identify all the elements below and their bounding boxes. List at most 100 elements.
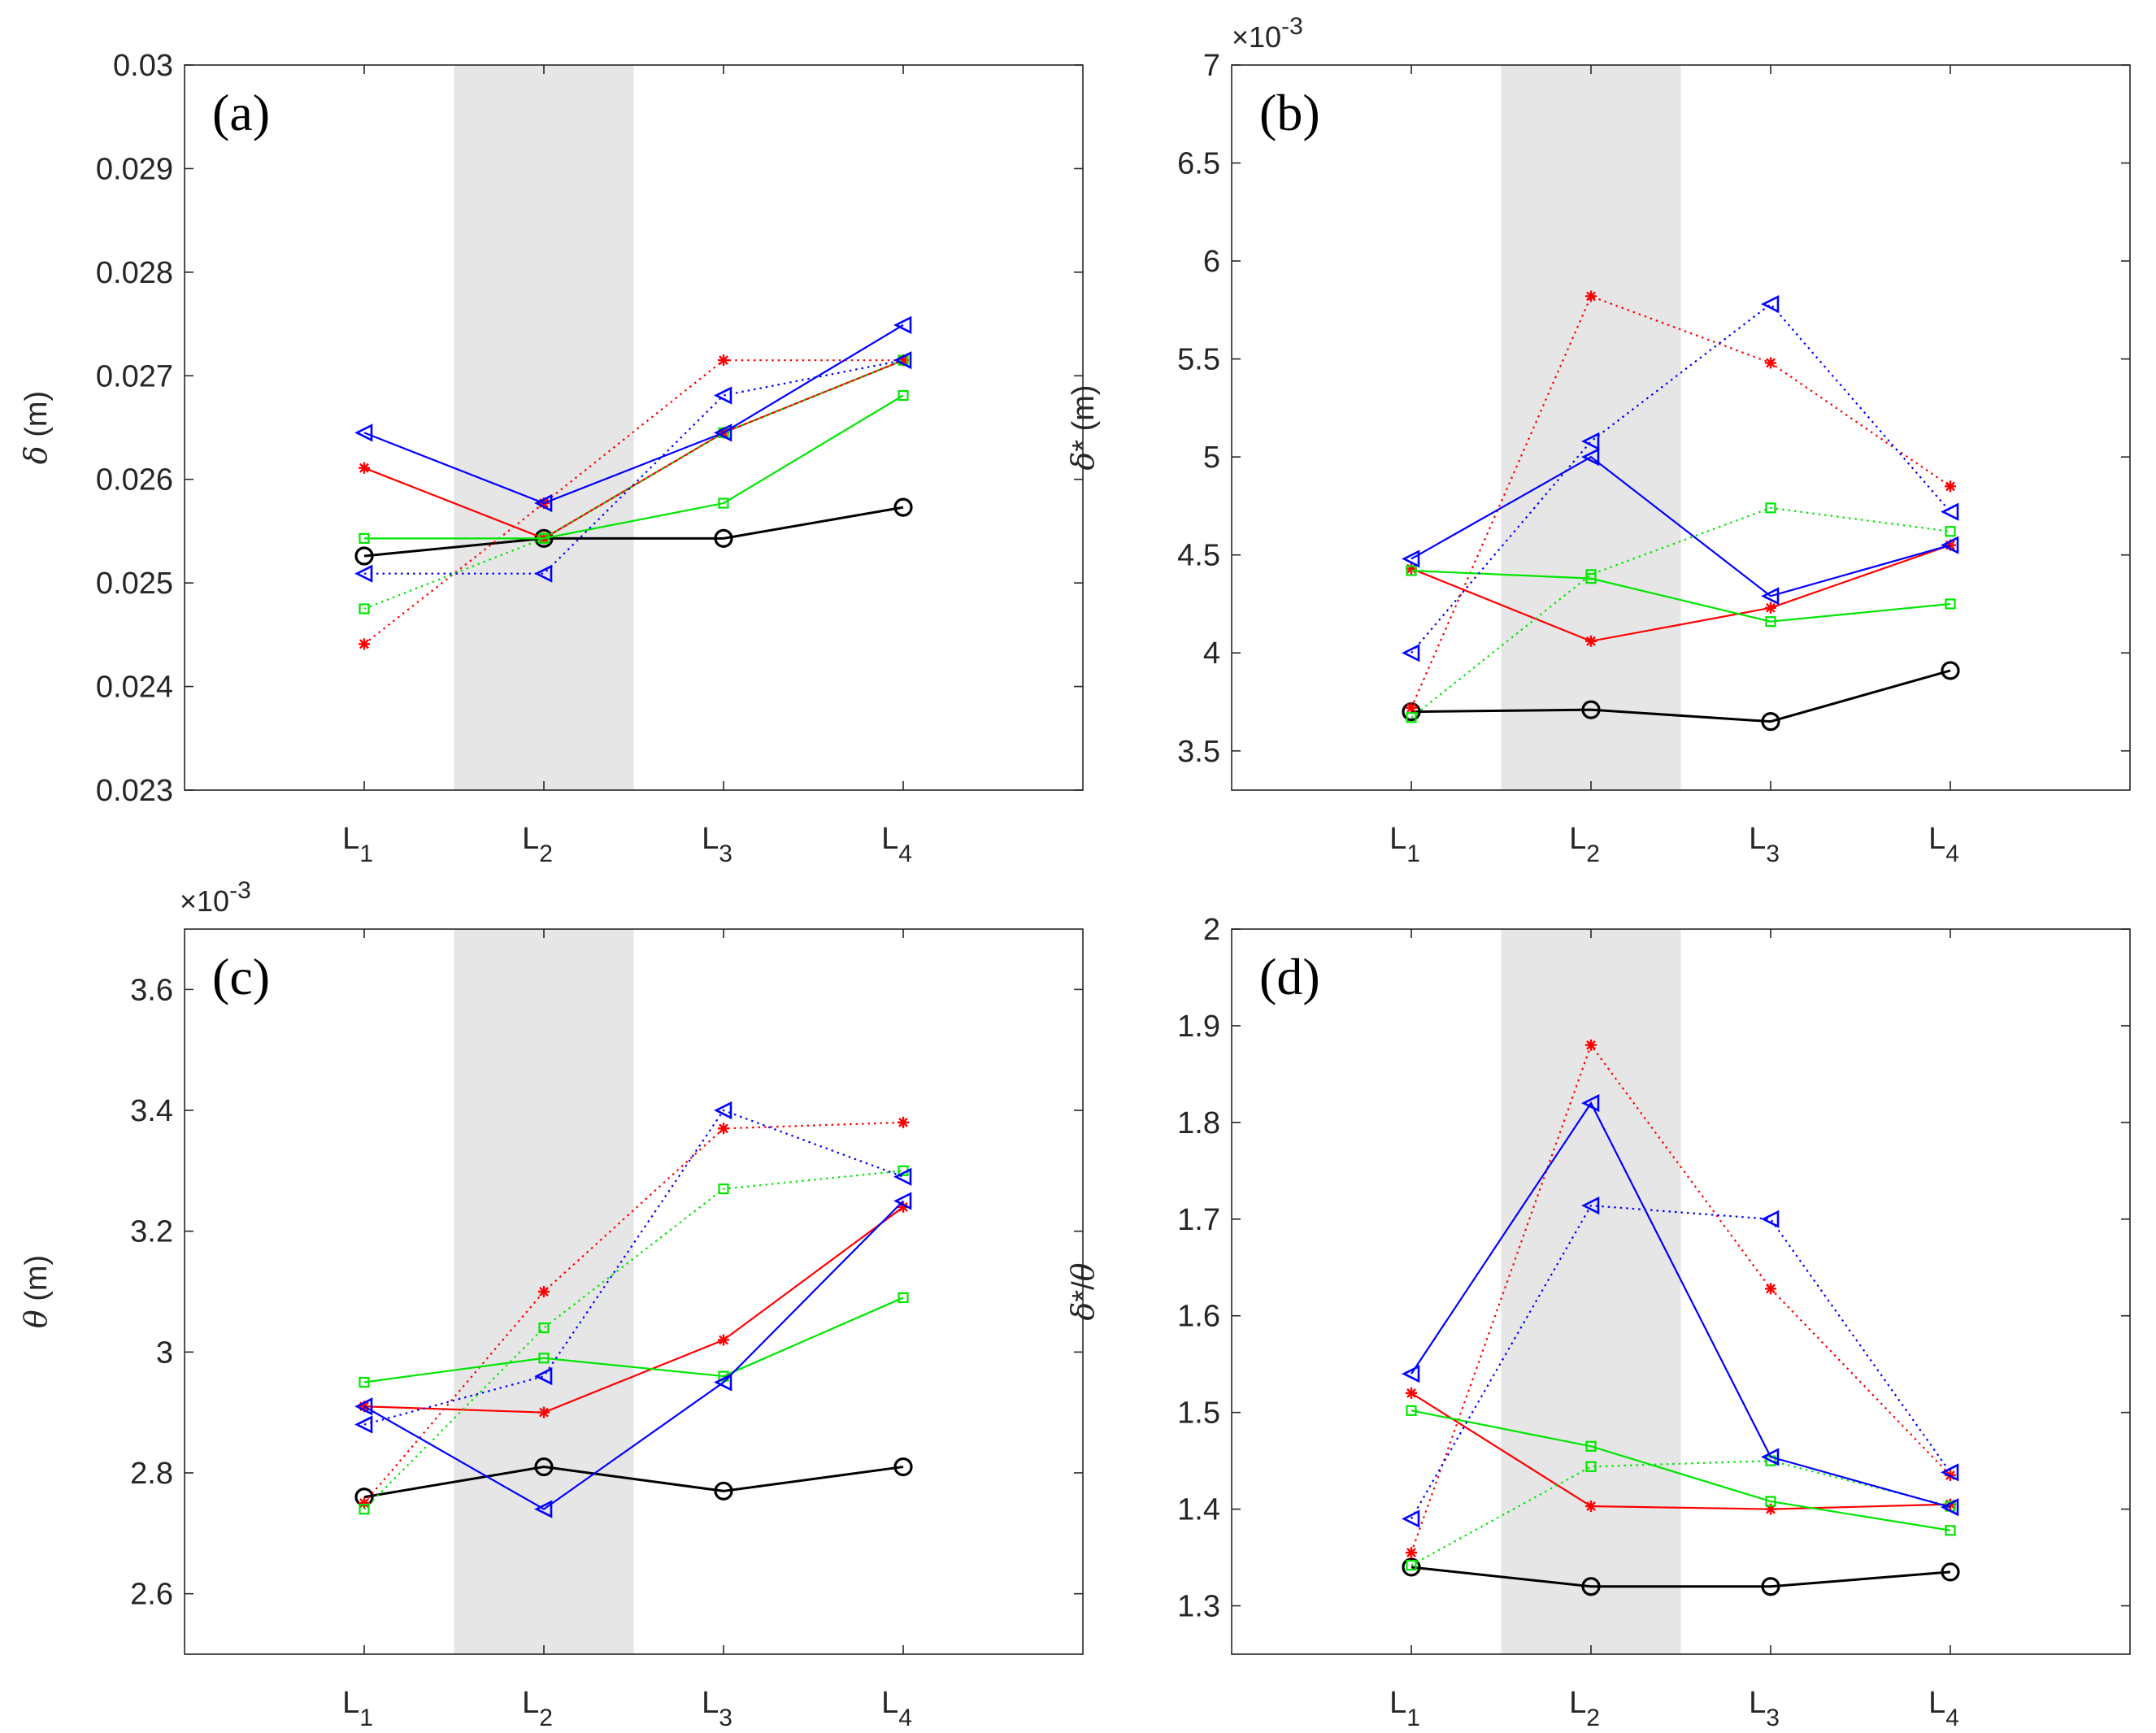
x-tick-label: L4 <box>1928 1686 1959 1731</box>
y-tick-label: 2 <box>1203 913 1220 947</box>
point-red-dotted-star <box>1585 290 1597 302</box>
series-line-blue-solid-triangle <box>363 324 904 505</box>
shaded-region <box>1501 929 1681 1654</box>
point-blue-dotted-triangle <box>354 564 373 583</box>
point-green-dotted-square <box>718 1184 729 1195</box>
point-green-solid-square <box>718 497 729 509</box>
point-green-solid-square <box>1585 1440 1597 1452</box>
y-tick-label: 5.5 <box>1177 343 1220 377</box>
y-tick-label: 0.024 <box>96 671 173 705</box>
point-blue-solid-triangle <box>1941 1498 1959 1517</box>
point-blue-dotted-triangle <box>1402 1509 1420 1528</box>
x-tick-label: L3 <box>702 1686 732 1731</box>
point-red-solid-star <box>1585 1501 1597 1513</box>
point-blue-solid-triangle <box>1941 536 1959 554</box>
series-line-blue-solid-triangle <box>1411 1101 1951 1509</box>
point-red-dotted-star <box>1585 1039 1597 1051</box>
exponent-label: ×10-3 <box>1232 13 1303 54</box>
point-blue-dotted-triangle <box>1402 644 1420 662</box>
point-blue-solid-triangle <box>354 1397 373 1416</box>
y-tick-label: 1.6 <box>1177 1300 1220 1334</box>
point-red-dotted-star <box>538 1286 550 1297</box>
point-black-solid-circle <box>534 1457 554 1477</box>
point-blue-dotted-triangle <box>893 1167 912 1186</box>
point-black-solid-circle <box>1761 712 1780 732</box>
series-line-red-solid-star <box>1411 1392 1951 1510</box>
series-line-green-solid-square <box>1411 1409 1951 1531</box>
point-red-solid-star <box>359 462 370 474</box>
series-line-black-solid-circle <box>1411 1566 1951 1588</box>
series-line-red-dotted-star <box>363 359 903 645</box>
point-blue-solid-triangle <box>1581 448 1600 467</box>
point-blue-dotted-triangle <box>534 564 553 583</box>
point-green-dotted-square <box>538 532 550 544</box>
axes-box <box>1231 928 2131 1655</box>
point-red-dotted-star <box>359 1497 370 1509</box>
y-tick-label: 2.8 <box>130 1457 173 1491</box>
series-line-black-solid-circle <box>363 1466 904 1499</box>
y-tick-label: 0.026 <box>96 463 173 497</box>
series-line-black-solid-circle <box>1411 669 1951 723</box>
y-tick-label: 1.4 <box>1177 1493 1220 1527</box>
point-blue-dotted-triangle <box>893 351 912 370</box>
point-red-dotted-star <box>898 354 909 367</box>
x-tick-label: L4 <box>881 1686 912 1731</box>
x-tick-label: L1 <box>342 1686 373 1731</box>
point-blue-solid-triangle <box>1761 587 1780 606</box>
point-blue-solid-triangle <box>1761 1448 1780 1466</box>
x-tick-label: L2 <box>522 1686 553 1731</box>
point-green-solid-square <box>359 1376 370 1388</box>
panel-label: (d) <box>1259 948 1320 1005</box>
point-green-solid-square <box>1945 1525 1956 1536</box>
point-black-solid-circle <box>714 528 733 548</box>
point-blue-dotted-triangle <box>1581 432 1600 450</box>
point-green-solid-square <box>1765 1496 1776 1507</box>
series-line-blue-dotted-triangle <box>1411 1205 1951 1520</box>
y-axis-label: δ* (m) <box>1065 384 1101 470</box>
y-tick-label: 7 <box>1203 49 1220 83</box>
y-tick-label: 1.7 <box>1177 1203 1220 1237</box>
point-blue-solid-triangle <box>893 315 912 334</box>
point-green-solid-square <box>1765 616 1776 628</box>
point-green-dotted-square <box>1765 502 1776 514</box>
point-red-solid-star <box>1765 1503 1776 1515</box>
shaded-region <box>1501 65 1681 790</box>
axes-box <box>184 64 1084 791</box>
point-red-dotted-star <box>1406 701 1417 714</box>
point-blue-dotted-triangle <box>1761 295 1780 314</box>
y-axis-label: θ (m) <box>18 1255 54 1328</box>
y-tick-label: 0.028 <box>96 256 173 290</box>
x-tick-label: L2 <box>1569 1686 1600 1731</box>
series-line-green-solid-square <box>364 394 904 540</box>
y-axis-label: δ*/θ <box>1065 1262 1101 1320</box>
x-tick-label: L3 <box>1749 1686 1780 1731</box>
point-red-solid-star <box>1406 1387 1417 1399</box>
series-line-red-solid-star <box>363 1206 904 1414</box>
y-tick-label: 0.029 <box>96 152 173 186</box>
x-tick-label: L4 <box>1928 822 1959 867</box>
point-black-solid-circle <box>714 1481 733 1501</box>
point-black-solid-circle <box>1941 1562 1960 1582</box>
y-tick-label: 3.5 <box>1177 735 1220 769</box>
y-tick-label: 3 <box>156 1336 173 1370</box>
point-green-dotted-square <box>1406 712 1417 723</box>
point-black-solid-circle <box>893 1457 913 1477</box>
point-red-dotted-star <box>718 354 729 367</box>
x-tick-label: L4 <box>881 822 912 867</box>
x-tick-label: L1 <box>342 822 373 867</box>
point-blue-solid-triangle <box>714 423 732 442</box>
point-blue-dotted-triangle <box>1941 1463 1959 1482</box>
point-green-solid-square <box>898 389 909 402</box>
axes-box <box>184 928 1084 1655</box>
panel-label: (c) <box>212 948 270 1005</box>
point-blue-solid-triangle <box>534 493 553 513</box>
y-tick-label: 0.023 <box>96 774 173 808</box>
point-red-solid-star <box>538 1406 550 1418</box>
point-blue-dotted-triangle <box>1941 502 1959 521</box>
point-green-dotted-square <box>359 1503 370 1515</box>
series-line-green-solid-square <box>1411 569 1951 623</box>
series-line-blue-solid-triangle <box>363 1200 904 1510</box>
exponent-label: ×10-3 <box>180 877 251 918</box>
series-line-red-solid-star <box>1411 544 1951 642</box>
